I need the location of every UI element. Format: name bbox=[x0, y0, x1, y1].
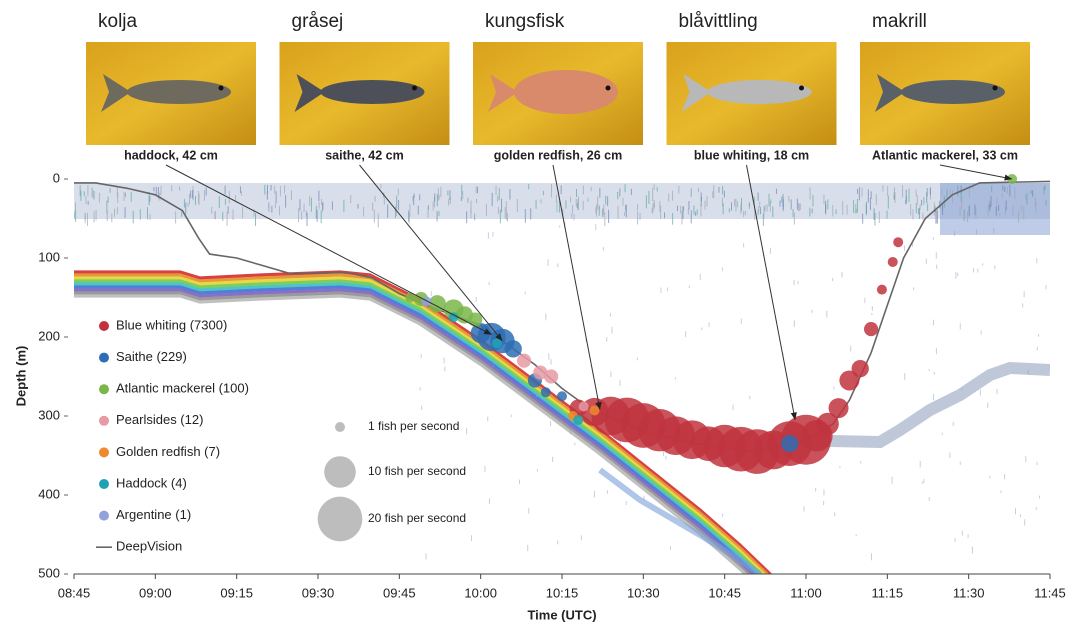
y-tick-label: 500 bbox=[38, 565, 60, 580]
x-tick-label: 10:45 bbox=[708, 585, 741, 600]
chart: Depth (m) Time (UTC) 0 100 200 300 400 500 08:… bbox=[0, 0, 1074, 628]
x-tick-label: 10:30 bbox=[627, 585, 660, 600]
photo-caption: haddock, 42 cm bbox=[124, 148, 218, 162]
fish-bubble bbox=[852, 360, 869, 377]
size-legend-label: 1 fish per second bbox=[368, 419, 459, 433]
fish-bubble bbox=[888, 257, 898, 267]
echogram bbox=[74, 183, 1050, 624]
seabed-echo bbox=[600, 470, 760, 574]
legend-label: Haddock (4) bbox=[116, 475, 187, 490]
fish-bubble bbox=[505, 340, 522, 357]
x-tick-label: 11:15 bbox=[872, 585, 904, 600]
y-tick-label: 400 bbox=[38, 486, 60, 501]
photo-caption: Atlantic mackerel, 33 cm bbox=[872, 148, 1018, 162]
photo-label: gråsej bbox=[292, 11, 344, 32]
y-tick-label: 100 bbox=[38, 249, 60, 264]
x-tick-label: 11:45 bbox=[1034, 585, 1066, 600]
y-tick-label: 0 bbox=[53, 170, 60, 185]
fish-bubble bbox=[877, 285, 887, 295]
size-legend-circle bbox=[318, 497, 363, 542]
size-legend-circle bbox=[335, 422, 345, 432]
fish-bubble bbox=[541, 387, 551, 397]
photo-arrow bbox=[940, 165, 1012, 179]
legend-label: Atlantic mackerel (100) bbox=[116, 381, 249, 396]
legend-label: Blue whiting (7300) bbox=[116, 317, 227, 332]
x-axis-title: Time (UTC) bbox=[527, 607, 596, 622]
y-tick-label: 300 bbox=[38, 407, 60, 422]
fish-bubble bbox=[449, 312, 459, 322]
fish-body bbox=[321, 80, 425, 104]
fish-bubble bbox=[590, 405, 600, 415]
x-tick-label: 09:00 bbox=[139, 585, 172, 600]
fish-eye bbox=[993, 86, 998, 91]
photo-label: blåvittling bbox=[679, 11, 758, 32]
photo-label: kolja bbox=[98, 11, 138, 32]
legend-swatch bbox=[99, 447, 109, 457]
x-tick-label: 09:45 bbox=[383, 585, 416, 600]
photo-label: kungsfisk bbox=[485, 11, 565, 32]
fish-eye bbox=[799, 86, 804, 91]
size-legend-label: 20 fish per second bbox=[368, 511, 466, 525]
legend-swatch bbox=[99, 511, 109, 521]
fish-body bbox=[901, 80, 1005, 104]
x-tick-label: 09:15 bbox=[220, 585, 253, 600]
fish-body bbox=[708, 80, 812, 104]
legend-label: Saithe (229) bbox=[116, 349, 187, 364]
legend-swatch bbox=[99, 416, 109, 426]
fish-bubble bbox=[893, 237, 903, 247]
legend-label: DeepVision bbox=[116, 539, 182, 554]
surface-layer bbox=[940, 183, 1050, 235]
photo-caption: blue whiting, 18 cm bbox=[694, 148, 809, 162]
size-legend-label: 10 fish per second bbox=[368, 464, 466, 478]
fish-bubble bbox=[468, 313, 482, 327]
seabed-layer bbox=[74, 296, 790, 624]
fish-bubble bbox=[557, 391, 567, 401]
fish-bubble bbox=[517, 354, 531, 368]
fish-bubble bbox=[781, 435, 798, 452]
photo-caption: golden redfish, 26 cm bbox=[494, 148, 623, 162]
legend-label: Argentine (1) bbox=[116, 507, 191, 522]
fish-bubble bbox=[544, 369, 558, 383]
legend-swatch bbox=[99, 384, 109, 394]
fish-eye bbox=[412, 86, 417, 91]
x-tick-label: 10:00 bbox=[464, 585, 497, 600]
y-axis-title: Depth (m) bbox=[13, 346, 28, 407]
fish-eye bbox=[606, 86, 611, 91]
fish-bubble bbox=[421, 296, 431, 306]
size-legend-circle bbox=[324, 456, 356, 488]
legend-swatch bbox=[99, 479, 109, 489]
fish-bubble bbox=[579, 402, 589, 412]
fish-bubble bbox=[829, 398, 849, 418]
fish-body bbox=[514, 70, 618, 114]
fish-body bbox=[127, 80, 231, 104]
legend-swatch bbox=[99, 353, 109, 363]
x-tick-label: 09:30 bbox=[302, 585, 335, 600]
y-tick-label: 200 bbox=[38, 328, 60, 343]
fish-bubble bbox=[864, 322, 878, 336]
legend-label: Golden redfish (7) bbox=[116, 444, 220, 459]
fish-bubble bbox=[573, 415, 583, 425]
x-tick-label: 10:15 bbox=[546, 585, 579, 600]
legend-swatch bbox=[99, 321, 109, 331]
x-tick-label: 11:30 bbox=[953, 585, 985, 600]
photo-caption: saithe, 42 cm bbox=[325, 148, 404, 162]
x-tick-label: 08:45 bbox=[58, 585, 91, 600]
fish-eye bbox=[219, 86, 224, 91]
legend-label: Pearlsides (12) bbox=[116, 412, 203, 427]
photo-label: makrill bbox=[872, 11, 927, 32]
x-tick-label: 11:00 bbox=[790, 585, 822, 600]
